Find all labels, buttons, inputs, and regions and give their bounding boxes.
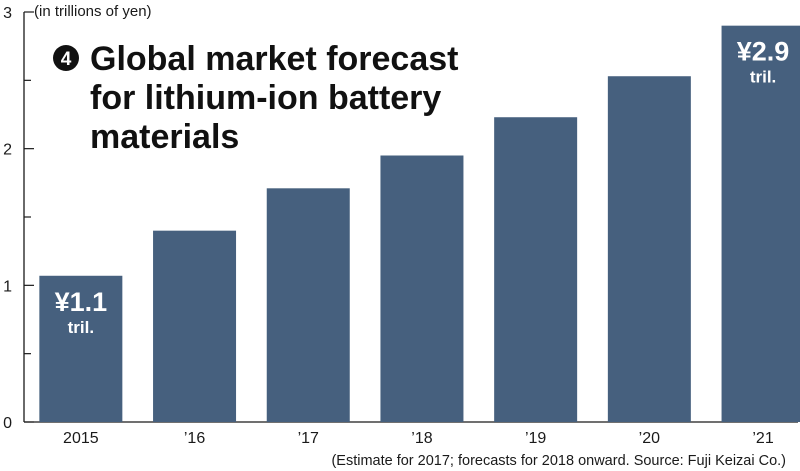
x-tick-label: ’17: [298, 430, 319, 447]
bar-1: [39, 275, 123, 422]
x-tick-label: ’21: [752, 430, 773, 447]
x-tick-label: ’18: [411, 430, 432, 447]
bar-6: [607, 76, 691, 422]
title-line-1: Global market forecast: [90, 40, 458, 78]
bar-3: [266, 188, 350, 422]
source-note: (Estimate for 2017; forecasts for 2018 o…: [331, 453, 786, 469]
y-tick-label: 0: [3, 415, 12, 432]
chart-title: 4 Global market forecast for lithium-ion…: [53, 40, 458, 156]
title-number-badge: [53, 45, 79, 71]
bar-5: [494, 117, 578, 422]
x-tick-label: ’20: [639, 430, 660, 447]
callout-unit: tril.: [68, 318, 94, 337]
bar-4: [380, 155, 464, 422]
y-tick-label: 2: [3, 142, 12, 159]
callout-amount: ¥2.9: [737, 37, 790, 67]
unit-label: (in trillions of yen): [34, 3, 152, 20]
x-tick-label: ’19: [525, 430, 546, 447]
bars-layer: [39, 25, 800, 423]
bar-7: [721, 25, 800, 423]
title-line-3: materials: [90, 118, 239, 156]
callout-unit: tril.: [750, 68, 776, 87]
title-number: 4: [61, 49, 72, 70]
callout-amount: ¥1.1: [55, 287, 108, 317]
y-tick-label: 3: [3, 5, 12, 22]
y-tick-label: 1: [3, 278, 12, 295]
x-tick-label: 2015: [63, 430, 99, 447]
title-line-2: for lithium-ion battery: [90, 79, 441, 117]
bar-2: [153, 230, 237, 422]
x-tick-label: ’16: [184, 430, 205, 447]
